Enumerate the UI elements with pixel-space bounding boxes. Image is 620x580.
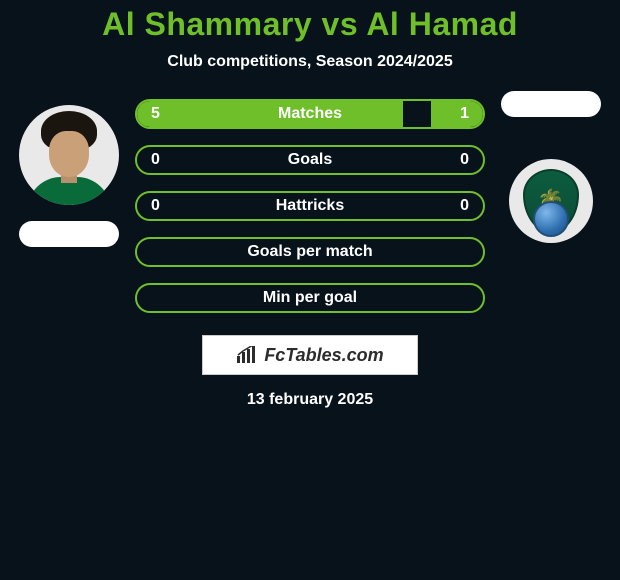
source-logo-text: FcTables.com xyxy=(264,345,383,366)
player-right-country-pill xyxy=(501,91,601,117)
stat-label: Hattricks xyxy=(276,197,344,215)
stat-label: Matches xyxy=(278,105,342,123)
stat-value-right: 1 xyxy=(460,105,469,123)
player-left-avatar xyxy=(19,105,119,205)
stat-value-right: 0 xyxy=(460,197,469,215)
globe-icon xyxy=(533,201,569,237)
stat-row: 0 0 Hattricks xyxy=(135,191,485,221)
stat-label: Goals xyxy=(288,151,332,169)
stat-label: Min per goal xyxy=(263,289,357,307)
stat-fill-right xyxy=(431,101,483,127)
subtitle: Club competitions, Season 2024/2025 xyxy=(167,53,452,71)
stat-value-right: 0 xyxy=(460,151,469,169)
stat-row: 5 1 Matches xyxy=(135,99,485,129)
player-right-column: 🌴 xyxy=(491,99,611,243)
stat-row: Min per goal xyxy=(135,283,485,313)
bar-chart-icon xyxy=(236,346,258,364)
stat-row: 0 0 Goals xyxy=(135,145,485,175)
stat-row: Goals per match xyxy=(135,237,485,267)
stat-value-left: 0 xyxy=(151,151,160,169)
stats-list: 5 1 Matches 0 0 Goals 0 0 Hattricks Goals per mat… xyxy=(135,99,485,313)
stat-fill-left xyxy=(137,101,403,127)
page-title: Al Shammary vs Al Hamad xyxy=(102,6,518,43)
main-row: 5 1 Matches 0 0 Goals 0 0 Hattricks Goals per mat… xyxy=(0,99,620,313)
date-label: 13 february 2025 xyxy=(247,391,373,409)
stat-value-left: 0 xyxy=(151,197,160,215)
person-icon xyxy=(19,105,119,205)
source-logo: FcTables.com xyxy=(202,335,418,375)
stat-value-left: 5 xyxy=(151,105,160,123)
player-right-avatar: 🌴 xyxy=(509,159,593,243)
stat-label: Goals per match xyxy=(247,243,372,261)
comparison-card: Al Shammary vs Al Hamad Club competition… xyxy=(0,0,620,409)
player-left-country-pill xyxy=(19,221,119,247)
player-left-column xyxy=(9,99,129,247)
